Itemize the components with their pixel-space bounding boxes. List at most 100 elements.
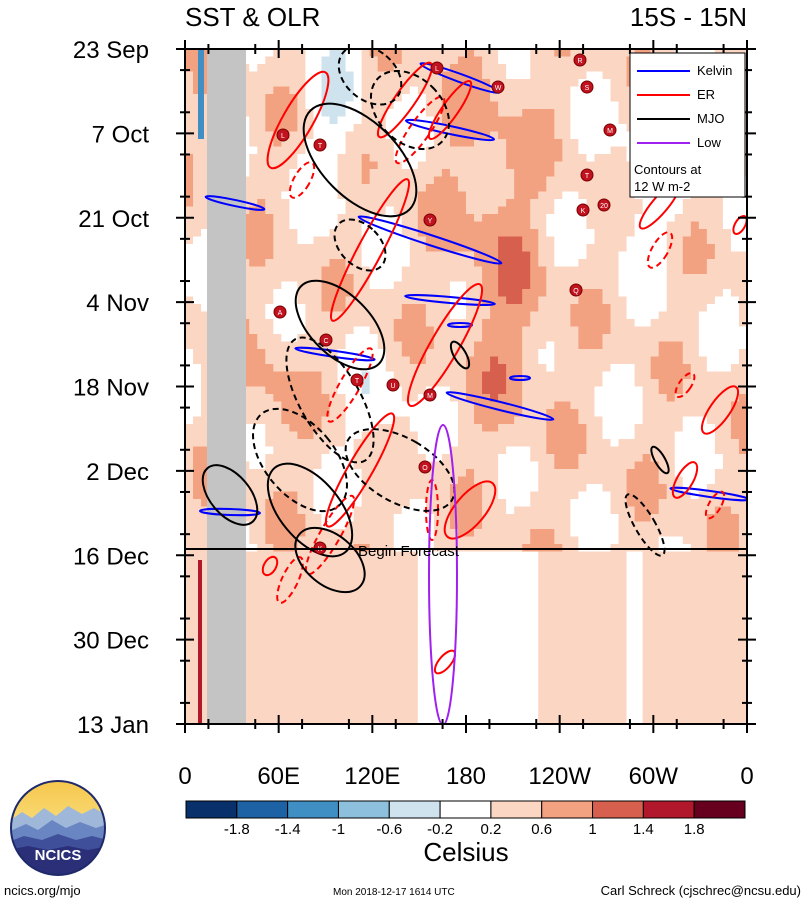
storm-marker-label: A xyxy=(278,310,283,317)
x-label: 0 xyxy=(178,763,191,790)
storm-marker-label: M xyxy=(427,393,433,400)
contour xyxy=(394,95,446,165)
contour xyxy=(337,49,403,106)
contour xyxy=(302,102,418,218)
olr-contours xyxy=(199,49,747,724)
storm-marker-icon xyxy=(423,388,437,402)
storm-marker: A xyxy=(273,305,287,319)
storm-markers: RSMT20LTWLYACTUMOQKK xyxy=(273,53,617,555)
storm-marker-icon xyxy=(423,213,437,227)
storm-marker-icon xyxy=(276,128,290,142)
legend-kelvin-label: Kelvin xyxy=(697,63,732,78)
x-label: 180 xyxy=(446,763,486,790)
contour xyxy=(443,480,497,540)
contour xyxy=(404,118,496,142)
y-label: 4 Nov xyxy=(86,290,149,317)
colorbar-tick-label: 1.4 xyxy=(633,821,654,838)
storm-marker-label: L xyxy=(281,133,285,140)
colorbar-bin xyxy=(592,800,644,819)
colorbar-tick-label: 1.8 xyxy=(684,821,705,838)
storm-marker-icon xyxy=(580,168,594,182)
storm-marker: L xyxy=(276,128,290,142)
storm-marker-icon xyxy=(597,198,611,212)
storm-marker-label: K xyxy=(581,208,586,215)
contour xyxy=(266,462,354,558)
storm-marker: T xyxy=(350,373,364,387)
storm-marker: Y xyxy=(423,213,437,227)
contour xyxy=(732,214,747,236)
storm-marker: C xyxy=(319,333,333,347)
storm-marker: 20 xyxy=(597,198,611,212)
logo-text: NCICS xyxy=(35,847,82,864)
contour xyxy=(428,424,458,724)
colorbar-tick-label: -0.2 xyxy=(427,821,453,838)
legend-note-line1: Contours at xyxy=(634,162,702,177)
storm-marker: R xyxy=(573,53,587,67)
contour xyxy=(329,178,411,322)
contour xyxy=(276,556,304,604)
storm-marker-label: W xyxy=(495,85,502,92)
footer-url: ncics.org/mjo xyxy=(4,883,81,898)
contour xyxy=(204,195,266,211)
colorbar-bin xyxy=(490,800,543,819)
contour xyxy=(427,79,473,141)
storm-marker-icon xyxy=(580,80,594,94)
contour xyxy=(288,161,316,199)
storm-marker: T xyxy=(580,168,594,182)
colorbar-bin xyxy=(185,800,238,819)
ncics-logo: NCICS xyxy=(10,780,106,876)
contour xyxy=(357,215,503,265)
footer-author: Carl Schreck (cjschrec@ncsu.edu) xyxy=(600,883,801,898)
y-axis-labels: 23 Sep 7 Oct 21 Oct 4 Nov 18 Nov 2 Dec 16 Dec 3… xyxy=(73,37,149,739)
storm-marker: Q xyxy=(569,283,583,297)
colorbar-bin xyxy=(337,800,390,819)
storm-marker-label: S xyxy=(585,85,590,92)
y-label: 30 Dec xyxy=(73,628,149,655)
storm-marker-icon xyxy=(491,80,505,94)
colorbar-tick-label: -1 xyxy=(332,821,345,838)
contour xyxy=(304,494,356,576)
contour xyxy=(333,218,387,272)
storm-marker: S xyxy=(580,80,594,94)
storm-marker-label: R xyxy=(577,58,582,65)
storm-marker-icon xyxy=(576,203,590,217)
contour xyxy=(624,493,666,557)
storm-marker-label: U xyxy=(390,383,395,390)
y-label: 16 Dec xyxy=(73,543,149,570)
x-label: 60W xyxy=(629,763,679,790)
contour xyxy=(646,231,674,269)
colorbar-bin xyxy=(541,800,594,819)
legend: Kelvin ER MJO Low Contours at 12 W m-2 xyxy=(629,52,746,198)
storm-marker-label: Y xyxy=(428,218,433,225)
colorbar-tick-label: 0.6 xyxy=(531,821,552,838)
contour xyxy=(704,490,726,520)
storm-marker: K xyxy=(576,203,590,217)
contour xyxy=(344,428,456,512)
colorbar: -1.8 -1.4 -1 -0.6 -0.2 0.2 0.6 1 1.4 1.8 xyxy=(185,800,746,838)
storm-marker: L xyxy=(430,61,444,75)
y-label: 7 Oct xyxy=(92,121,150,148)
storm-marker-label: M xyxy=(607,128,613,135)
y-label: 2 Dec xyxy=(86,459,149,486)
storm-marker-icon xyxy=(573,53,587,67)
storm-marker-label: L xyxy=(435,66,439,73)
colorbar-bin xyxy=(642,800,695,819)
colorbar-tick-label: -1.8 xyxy=(224,821,250,838)
contour xyxy=(324,412,396,528)
storm-marker-icon xyxy=(350,373,364,387)
y-label: 23 Sep xyxy=(73,37,149,64)
contour xyxy=(650,445,670,475)
contour xyxy=(433,649,457,675)
y-label: 21 Oct xyxy=(78,206,149,233)
contour xyxy=(199,507,261,517)
contour xyxy=(509,375,531,381)
cold-stripe xyxy=(198,49,204,139)
colorbar-tick-label: 1 xyxy=(588,821,596,838)
storm-marker-icon xyxy=(603,123,617,137)
x-axis-labels: 0 60E 120E 180 120W 60W 0 xyxy=(178,763,753,790)
storm-marker-icon xyxy=(430,61,444,75)
colorbar-bin xyxy=(693,800,746,819)
legend-er-label: ER xyxy=(697,87,715,102)
colorbar-label: Celsius xyxy=(423,837,508,867)
